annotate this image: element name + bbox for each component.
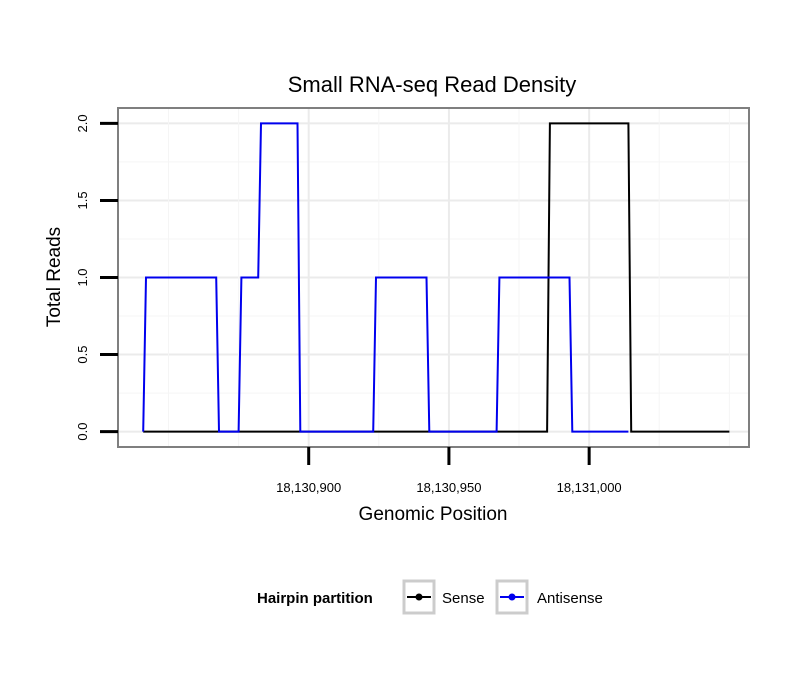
legend-label-antisense: Antisense <box>537 590 603 607</box>
y-tick-label: 2.0 <box>75 114 90 132</box>
legend-dot-sense <box>415 593 423 601</box>
legend-title: Hairpin partition <box>257 590 373 607</box>
series-layer <box>142 122 730 433</box>
legend-label-sense: Sense <box>442 590 485 607</box>
x-axis: 18,130,900 18,130,950 18,131,000 <box>276 447 622 495</box>
x-tick-label: 18,130,900 <box>276 480 341 495</box>
y-tick-label: 1.0 <box>75 268 90 286</box>
x-tick-label: 18,130,950 <box>416 480 481 495</box>
series-line-sense <box>143 122 730 433</box>
y-tick-label: 1.5 <box>75 191 90 209</box>
series-line-antisense <box>142 122 629 433</box>
y-axis-title: Total Reads <box>44 227 65 327</box>
y-tick-label: 0.0 <box>75 423 90 441</box>
x-tick-label: 18,131,000 <box>557 480 622 495</box>
x-axis-title: Genomic Position <box>359 504 508 525</box>
legend-entry-sense: Sense <box>402 579 485 615</box>
legend-entry-antisense: Antisense <box>495 579 603 615</box>
plot-panel <box>117 107 750 448</box>
y-tick-label: 0.5 <box>75 346 90 364</box>
y-axis: 0.0 0.5 1.0 1.5 2.0 <box>75 114 118 441</box>
legend-dot-antisense <box>508 593 516 601</box>
legend: Hairpin partition Sense Antisense <box>257 579 603 615</box>
chart-title: Small RNA-seq Read Density <box>288 72 577 97</box>
